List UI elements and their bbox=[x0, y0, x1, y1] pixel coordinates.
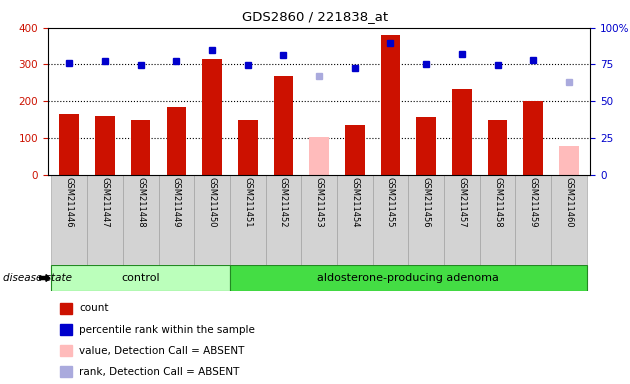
Text: disease state: disease state bbox=[3, 273, 72, 283]
Text: percentile rank within the sample: percentile rank within the sample bbox=[79, 324, 255, 334]
Text: aldosterone-producing adenoma: aldosterone-producing adenoma bbox=[318, 273, 499, 283]
Bar bbox=[266, 175, 301, 265]
Bar bbox=[301, 175, 337, 265]
Text: GSM211452: GSM211452 bbox=[279, 177, 288, 228]
Text: count: count bbox=[79, 303, 109, 313]
Bar bbox=[479, 175, 515, 265]
Bar bbox=[166, 107, 186, 175]
Bar bbox=[551, 175, 587, 265]
Text: control: control bbox=[122, 273, 160, 283]
Bar bbox=[87, 175, 123, 265]
Bar bbox=[416, 117, 436, 175]
Text: GSM211453: GSM211453 bbox=[314, 177, 324, 228]
Text: rank, Detection Call = ABSENT: rank, Detection Call = ABSENT bbox=[79, 367, 240, 377]
Bar bbox=[273, 76, 293, 175]
Bar bbox=[444, 175, 479, 265]
Bar bbox=[95, 116, 115, 175]
Text: GSM211450: GSM211450 bbox=[207, 177, 217, 228]
Bar bbox=[559, 146, 579, 175]
Bar bbox=[337, 175, 372, 265]
Text: GSM211457: GSM211457 bbox=[457, 177, 466, 228]
Text: GSM211449: GSM211449 bbox=[172, 177, 181, 228]
Text: GSM211454: GSM211454 bbox=[350, 177, 359, 228]
Bar bbox=[381, 35, 400, 175]
Text: value, Detection Call = ABSENT: value, Detection Call = ABSENT bbox=[79, 346, 244, 356]
Text: GSM211448: GSM211448 bbox=[136, 177, 145, 228]
Bar bbox=[59, 114, 79, 175]
Bar bbox=[452, 89, 472, 175]
Bar bbox=[515, 175, 551, 265]
Bar bbox=[194, 175, 230, 265]
Bar bbox=[230, 265, 587, 291]
Bar bbox=[408, 175, 444, 265]
Bar bbox=[123, 175, 159, 265]
Bar bbox=[52, 265, 230, 291]
Text: GSM211455: GSM211455 bbox=[386, 177, 395, 228]
Bar bbox=[372, 175, 408, 265]
Text: GSM211446: GSM211446 bbox=[65, 177, 74, 228]
Text: GSM211451: GSM211451 bbox=[243, 177, 252, 228]
Bar bbox=[202, 59, 222, 175]
Bar bbox=[345, 125, 365, 175]
Bar bbox=[238, 119, 258, 175]
Text: GSM211458: GSM211458 bbox=[493, 177, 502, 228]
Bar bbox=[131, 120, 151, 175]
Text: GSM211447: GSM211447 bbox=[100, 177, 110, 228]
Text: GDS2860 / 221838_at: GDS2860 / 221838_at bbox=[242, 10, 388, 23]
Bar bbox=[52, 175, 87, 265]
Bar bbox=[309, 137, 329, 175]
Bar bbox=[159, 175, 194, 265]
Text: GSM211460: GSM211460 bbox=[564, 177, 573, 228]
Text: GSM211456: GSM211456 bbox=[421, 177, 431, 228]
Bar bbox=[230, 175, 266, 265]
Bar bbox=[488, 119, 507, 175]
Bar bbox=[524, 101, 543, 175]
Text: GSM211459: GSM211459 bbox=[529, 177, 538, 228]
